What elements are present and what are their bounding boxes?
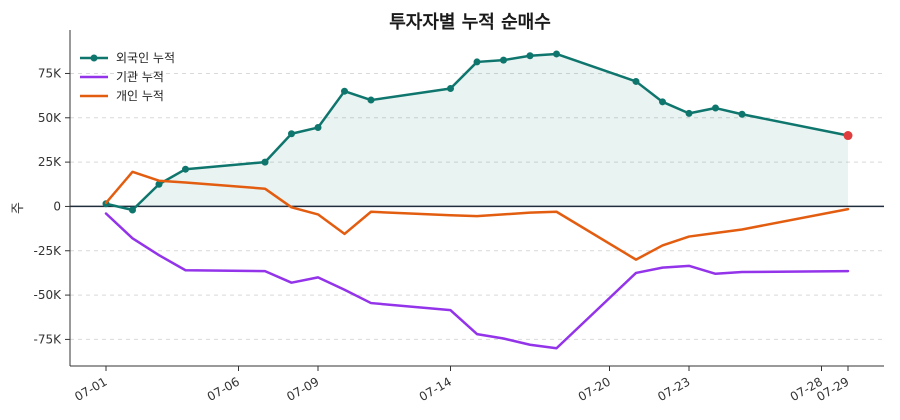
legend-label-1: 기관 누적 bbox=[116, 70, 164, 84]
y-tick-label: 0 bbox=[53, 199, 61, 213]
series-point-0 bbox=[738, 110, 746, 118]
chart-title: 투자자별 누적 순매수 bbox=[389, 12, 551, 33]
series-line-0 bbox=[104, 52, 850, 212]
series-point-0 bbox=[659, 98, 666, 106]
series-point-0 bbox=[500, 56, 507, 64]
series-point-0 bbox=[632, 77, 640, 85]
series-point-0 bbox=[288, 130, 295, 138]
last-point-marker bbox=[843, 131, 853, 141]
x-tick-label: 07-14 bbox=[417, 374, 454, 404]
y-tick-label: -25K bbox=[34, 244, 63, 258]
series-point-0 bbox=[447, 85, 454, 93]
legend-marker-0 bbox=[90, 54, 98, 62]
series-point-0 bbox=[129, 206, 136, 214]
series-point-0 bbox=[473, 58, 481, 66]
y-tick-label: -50K bbox=[34, 288, 63, 302]
series-area-0 bbox=[106, 53, 848, 210]
y-tick-label: 25K bbox=[38, 155, 62, 169]
x-tick-label: 07-01 bbox=[72, 374, 109, 404]
legend-label-2: 개인 누적 bbox=[116, 89, 164, 103]
series-point-0 bbox=[314, 124, 322, 132]
series-layer bbox=[102, 50, 853, 350]
series-line-2 bbox=[104, 170, 850, 261]
series-point-0 bbox=[685, 109, 693, 117]
series-point-0 bbox=[182, 165, 189, 173]
y-tick-label: 75K bbox=[38, 66, 62, 80]
legend-label-0: 외국인 누적 bbox=[116, 51, 175, 65]
series-point-0 bbox=[341, 87, 348, 95]
x-tick-label: 07-09 bbox=[284, 374, 321, 404]
y-tick-label: -75K bbox=[34, 332, 63, 346]
area-fill-layer bbox=[106, 53, 848, 210]
x-tick-label: 07-23 bbox=[655, 374, 692, 404]
series-point-0 bbox=[712, 104, 719, 112]
series-point-0 bbox=[261, 158, 269, 166]
series-line-1 bbox=[104, 212, 850, 350]
series-point-0 bbox=[367, 96, 375, 104]
y-tick-label: 50K bbox=[38, 111, 62, 125]
series-point-0 bbox=[155, 180, 163, 188]
series-point-0 bbox=[526, 52, 534, 60]
x-tick-label: 07-20 bbox=[576, 374, 613, 404]
series-point-0 bbox=[553, 50, 560, 58]
x-tick-label: 07-06 bbox=[205, 374, 242, 404]
y-axis-label: 주 bbox=[11, 202, 26, 214]
